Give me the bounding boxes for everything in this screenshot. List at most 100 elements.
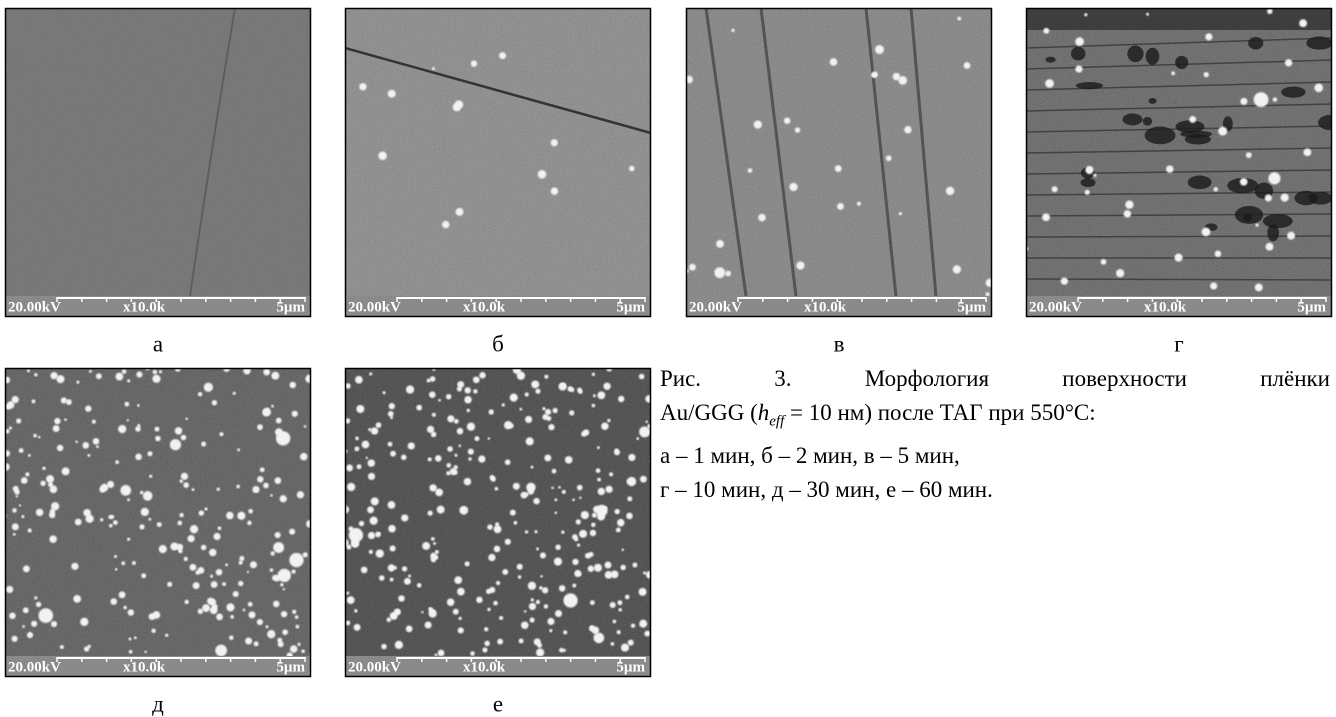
- particle: [215, 568, 223, 576]
- particle: [543, 604, 549, 609]
- particle: [447, 446, 453, 452]
- particle: [11, 396, 19, 404]
- particle: [370, 497, 379, 506]
- sem-panel: 20.00kV x10.0k 5µm: [344, 7, 652, 318]
- particle: [177, 520, 183, 526]
- particle: [378, 575, 385, 581]
- figure-caption: Рис. 3. Морфология поверхности плёнки Au…: [660, 362, 1330, 507]
- particle: [198, 510, 205, 516]
- particle: [572, 583, 577, 588]
- particle: [493, 525, 502, 534]
- particle: [525, 415, 533, 424]
- streak: [1026, 37, 1332, 49]
- particle: [1085, 165, 1094, 175]
- particle: [355, 436, 359, 441]
- scale: 5µm: [276, 659, 305, 675]
- particle: [424, 621, 432, 629]
- particle: [1272, 97, 1278, 102]
- particle: [504, 459, 511, 466]
- particle: [558, 382, 567, 391]
- caption-subscript: eff: [769, 413, 785, 430]
- particle: [139, 490, 144, 495]
- particle: [489, 586, 496, 594]
- particle: [524, 392, 529, 397]
- streak: [704, 8, 748, 296]
- particle: [686, 75, 693, 84]
- particle: [525, 437, 534, 446]
- particle: [493, 600, 498, 606]
- particle: [256, 619, 263, 626]
- panel-label: а: [153, 331, 163, 356]
- particle: [629, 165, 635, 172]
- particle: [494, 486, 499, 491]
- particle: [643, 571, 647, 575]
- particle: [232, 590, 239, 598]
- particle: [215, 644, 227, 656]
- particle: [438, 398, 441, 402]
- particle: [367, 506, 374, 514]
- particle: [484, 640, 490, 647]
- particle: [133, 636, 137, 640]
- particle: [60, 397, 67, 404]
- particle: [957, 16, 962, 21]
- particle: [135, 426, 141, 432]
- particle: [534, 530, 538, 534]
- particle: [446, 598, 455, 606]
- particle: [85, 405, 92, 412]
- particle: [1146, 12, 1150, 16]
- particle: [559, 647, 564, 653]
- particle: [401, 514, 409, 522]
- dark-patch: [1127, 45, 1144, 63]
- particle: [42, 466, 46, 471]
- particle: [294, 615, 299, 619]
- particle: [604, 561, 612, 569]
- particle: [5, 403, 12, 410]
- particle: [83, 508, 91, 517]
- particle: [131, 560, 136, 565]
- particle: [513, 520, 518, 525]
- particle: [644, 630, 651, 637]
- dark-patch: [1187, 175, 1212, 190]
- particle: [197, 608, 204, 615]
- particle: [365, 456, 368, 460]
- particle: [416, 583, 422, 588]
- particle: [46, 475, 55, 484]
- particle: [1218, 126, 1228, 136]
- image-grain: [5, 368, 311, 656]
- particle: [135, 453, 142, 461]
- particle: [356, 464, 362, 470]
- dark-patch: [1142, 116, 1153, 126]
- particle: [265, 625, 269, 629]
- particle: [1042, 213, 1050, 222]
- sem-image: [345, 368, 651, 656]
- particle: [401, 454, 407, 461]
- particle: [191, 488, 195, 492]
- dark-patch: [1070, 46, 1086, 61]
- particle: [347, 482, 356, 492]
- particle: [197, 392, 203, 397]
- particle: [22, 607, 29, 614]
- particle: [289, 381, 296, 389]
- caption-text: = 10 нм) после ТАГ при 550°C:: [784, 400, 1096, 425]
- particle: [136, 371, 143, 378]
- particle: [630, 623, 636, 628]
- particle: [14, 489, 20, 495]
- particle: [388, 403, 395, 410]
- particle: [237, 511, 246, 520]
- particle: [1268, 172, 1281, 185]
- particle: [464, 387, 471, 394]
- caption-line: г – 10 мин, д – 30 мин, е – 60 мин.: [660, 476, 993, 502]
- particle: [209, 574, 214, 578]
- particle: [636, 437, 640, 440]
- particle: [617, 600, 623, 606]
- particle: [375, 422, 382, 428]
- particle: [473, 389, 478, 394]
- particle: [552, 407, 558, 414]
- voltage: 20.00kV: [348, 659, 401, 675]
- dark-patch: [1248, 36, 1264, 50]
- particle: [521, 621, 529, 630]
- particle: [346, 596, 355, 605]
- particle: [985, 278, 992, 287]
- particle: [452, 608, 459, 615]
- particle: [584, 552, 591, 559]
